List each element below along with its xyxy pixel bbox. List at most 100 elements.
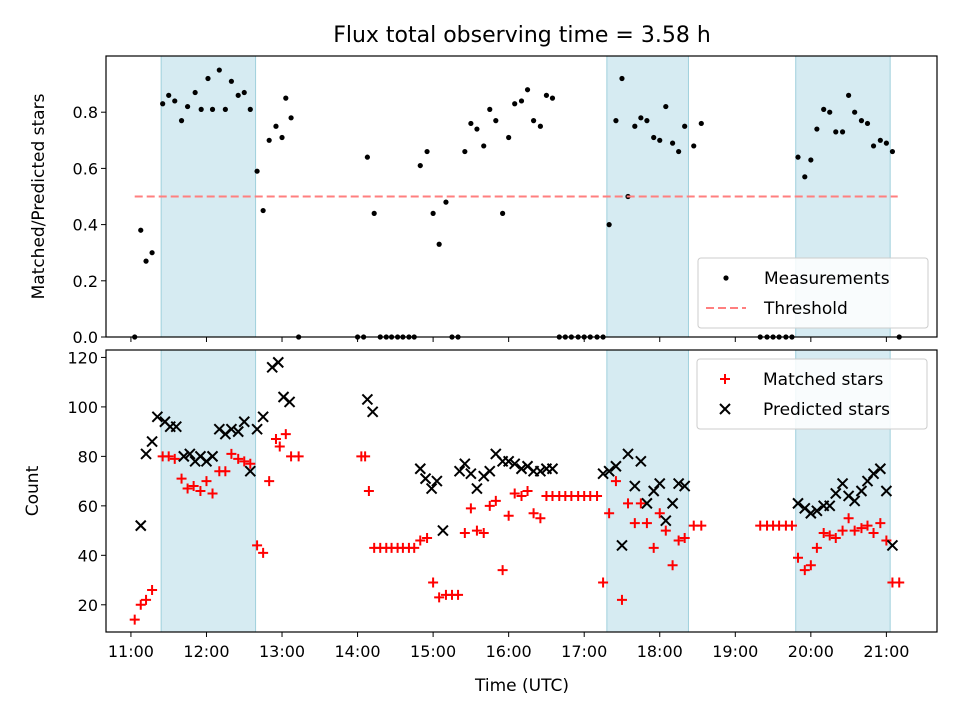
- data-point: [195, 486, 206, 496]
- data-point: [244, 465, 256, 477]
- data-point: [465, 503, 476, 514]
- data-point: [500, 210, 506, 216]
- data-point: [428, 577, 439, 588]
- data-point: [272, 356, 284, 369]
- data-point: [419, 472, 432, 485]
- data-point: [172, 98, 178, 104]
- flux-ratio-panel: 0.0 0.2 0.4 0.6 0.8 Matched/Predicted stars Me…: [29, 55, 938, 347]
- data-point: [431, 475, 443, 487]
- data-point: [415, 535, 426, 546]
- data-point: [251, 423, 263, 435]
- data-point: [360, 451, 371, 462]
- data-point: [811, 542, 822, 553]
- data-point: [843, 513, 854, 524]
- data-point: [241, 89, 247, 96]
- data-point: [786, 520, 797, 531]
- data-point: [672, 477, 685, 490]
- data-point: [225, 423, 238, 435]
- data-point: [163, 451, 174, 462]
- data-point: [660, 525, 671, 536]
- x-tick-label: 19:00: [712, 642, 758, 661]
- data-point: [597, 467, 609, 480]
- data-point: [366, 406, 379, 418]
- y-tick-label: 100: [67, 398, 98, 417]
- data-point: [437, 524, 449, 537]
- data-point: [802, 174, 808, 180]
- data-point: [880, 485, 893, 497]
- data-point: [821, 106, 827, 112]
- data-point: [245, 458, 256, 469]
- data-point: [881, 535, 892, 546]
- data-point: [176, 473, 187, 484]
- data-point: [855, 485, 868, 497]
- data-point: [682, 123, 688, 129]
- data-point: [436, 241, 442, 247]
- data-point: [883, 140, 889, 146]
- data-point: [487, 106, 493, 112]
- data-point: [638, 115, 644, 121]
- data-point: [543, 92, 550, 98]
- data-point: [846, 92, 852, 98]
- legend-marker: [723, 275, 729, 281]
- data-point: [833, 129, 839, 135]
- x-tick-label: 15:00: [410, 642, 456, 661]
- data-point: [425, 482, 438, 495]
- data-point: [184, 448, 196, 460]
- data-point: [610, 460, 622, 472]
- data-point: [852, 109, 858, 115]
- data-point: [824, 500, 836, 512]
- y-tick-label: 0.2: [73, 272, 98, 291]
- data-point: [503, 510, 514, 521]
- data-point: [598, 577, 609, 588]
- x-tick-label: 12:00: [183, 642, 229, 661]
- data-point: [280, 429, 291, 440]
- data-point: [535, 513, 546, 524]
- data-point: [233, 453, 244, 464]
- data-point: [894, 577, 905, 588]
- data-point: [502, 455, 515, 468]
- star-count-panel: 20 40 60 80 100 120 11:00 12:00 13:00 14:00 15:00 1…: [23, 348, 938, 661]
- data-point: [524, 87, 531, 93]
- data-point: [666, 497, 679, 510]
- data-point: [534, 465, 547, 477]
- data-point: [613, 118, 619, 124]
- data-point: [247, 106, 253, 112]
- data-point: [635, 455, 647, 468]
- data-point: [424, 148, 430, 155]
- data-point: [537, 123, 543, 129]
- data-point: [875, 518, 886, 529]
- data-point: [679, 533, 690, 543]
- data-point: [641, 497, 653, 510]
- data-point: [178, 450, 190, 463]
- data-point: [874, 463, 887, 475]
- x-tick-label: 11:00: [108, 642, 154, 661]
- y-tick-label: 20: [78, 596, 98, 615]
- data-point: [546, 463, 559, 475]
- data-point: [592, 490, 603, 501]
- data-point: [166, 92, 172, 98]
- data-point: [258, 547, 269, 558]
- data-point: [616, 539, 628, 552]
- data-point: [663, 103, 669, 110]
- data-point: [862, 520, 873, 531]
- data-point: [226, 448, 237, 459]
- data-point: [238, 416, 250, 428]
- data-point: [228, 78, 235, 84]
- data-point: [623, 498, 634, 509]
- y-tick-label: 0.0: [73, 328, 98, 347]
- y-axis-label: Count: [23, 465, 43, 516]
- data-point: [371, 210, 377, 216]
- data-point: [147, 584, 158, 595]
- legend-marker: [720, 374, 730, 384]
- data-point: [849, 525, 860, 536]
- data-point: [792, 497, 804, 510]
- data-point: [654, 508, 665, 519]
- data-point: [160, 101, 166, 107]
- data-point: [260, 207, 266, 214]
- data-point: [209, 106, 216, 112]
- data-point: [471, 525, 482, 536]
- data-point: [818, 528, 829, 539]
- y-tick-label: 40: [78, 546, 98, 565]
- legend-label: Measurements: [764, 269, 890, 289]
